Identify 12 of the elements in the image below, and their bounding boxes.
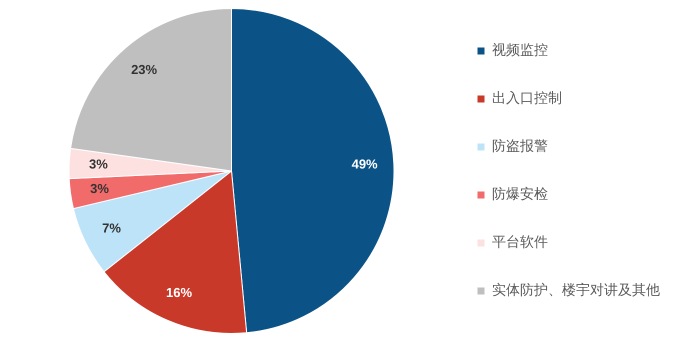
data-label: 23% [131,62,158,77]
data-label: 3% [88,156,108,172]
legend-label: 实体防护、楼宇对讲及其他 [492,282,660,299]
data-label: 7% [102,220,122,236]
data-label: 16% [166,285,193,300]
legend-label: 出入口控制 [492,90,562,107]
legend-label: 防盗报警 [492,138,548,155]
data-label: 3% [90,181,110,196]
legend-label: 防爆安检 [492,186,548,203]
legend-label: 视频监控 [492,42,548,59]
legend-label: 平台软件 [492,234,548,251]
data-label: 49% [352,156,378,172]
